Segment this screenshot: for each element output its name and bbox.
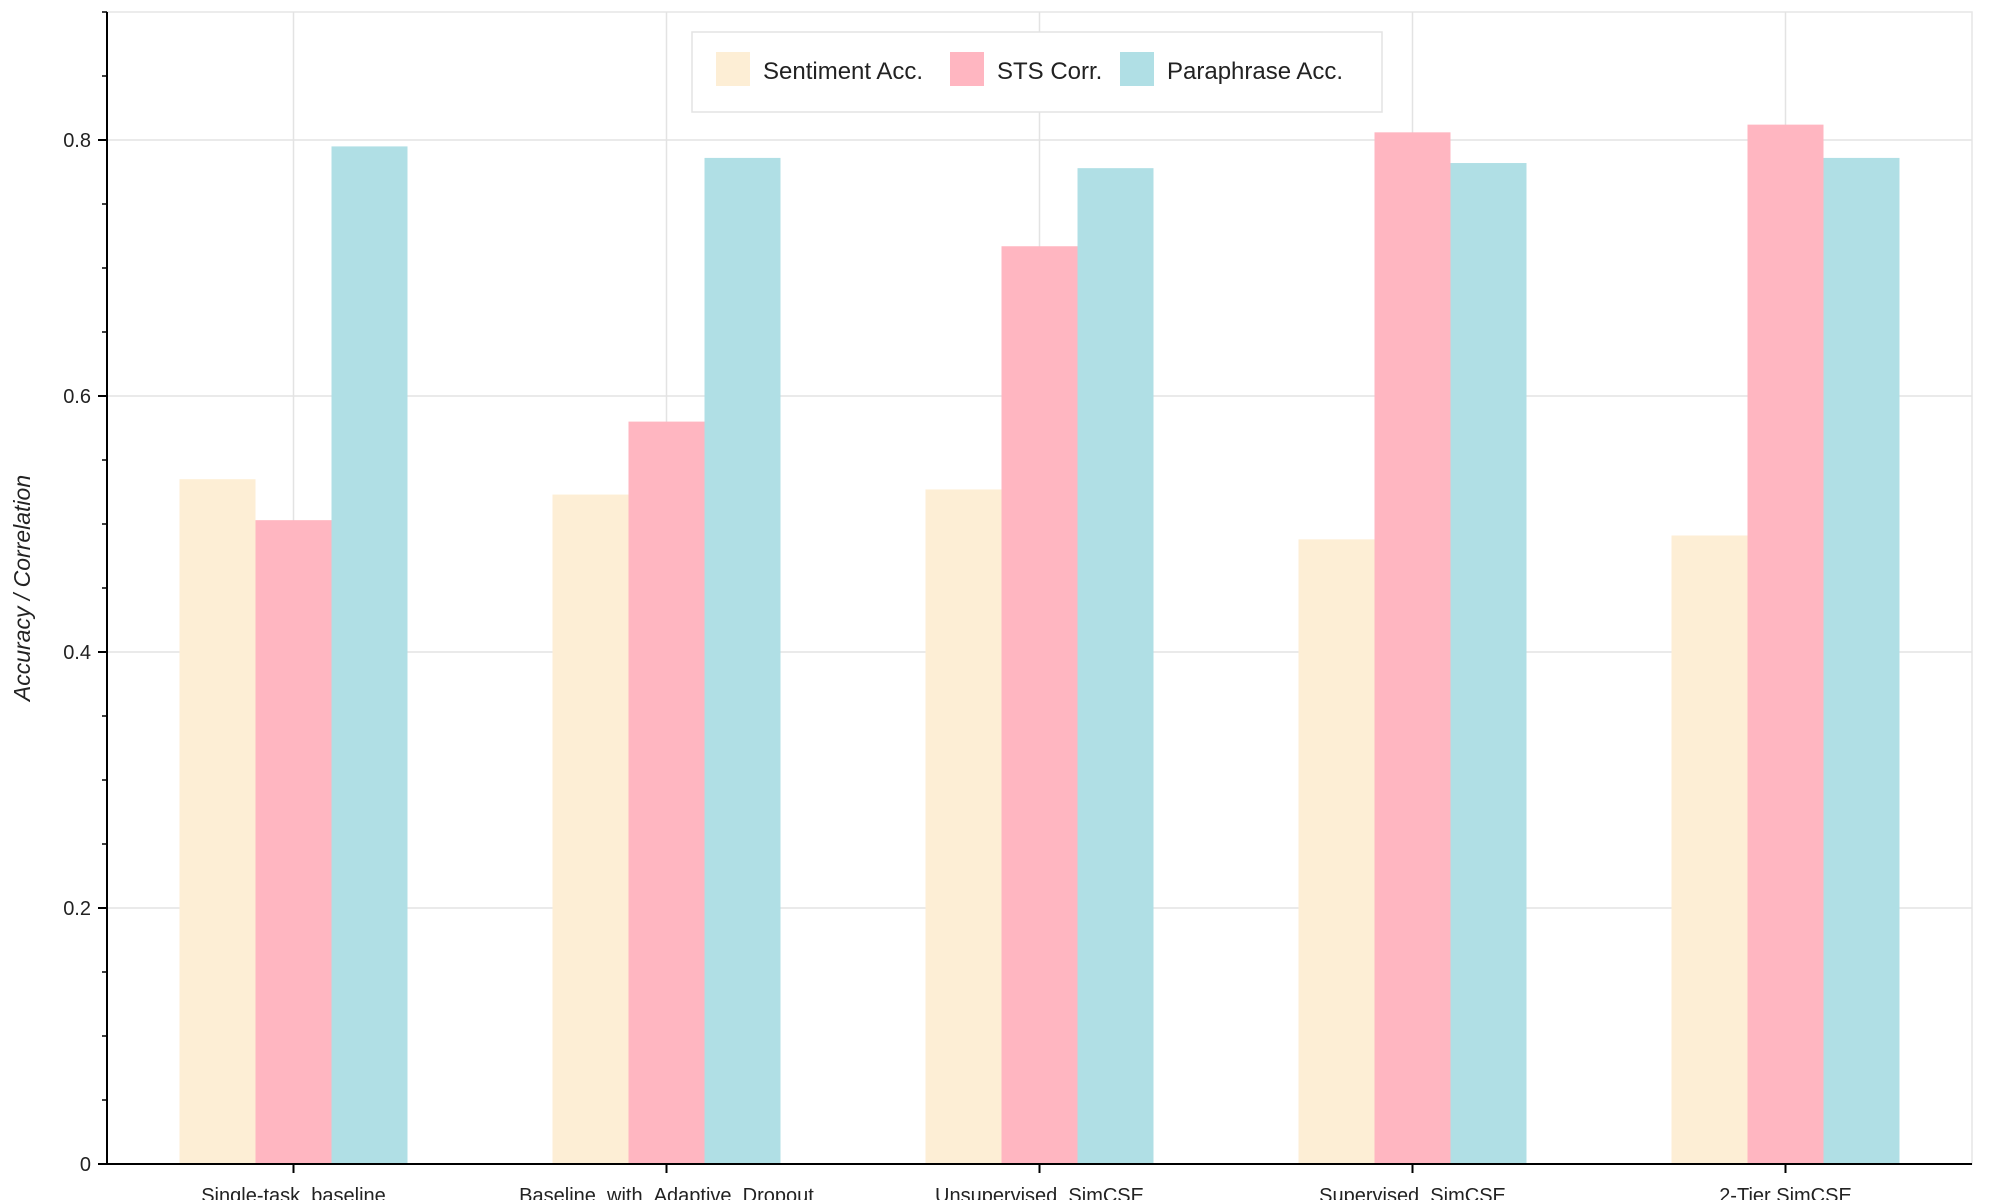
bar-sentiment-acc-1	[179, 479, 256, 1164]
axes	[98, 11, 1972, 1173]
bar-paraphrase-acc-2	[704, 157, 781, 1165]
legend-label-paraphrase-acc: Paraphrase Acc.	[1167, 58, 1343, 85]
bars	[179, 124, 1900, 1165]
y-tick-label: 0.6	[63, 386, 91, 408]
legend-swatch-paraphrase-acc	[1120, 52, 1154, 86]
legend: Sentiment Acc. STS Corr. Paraphrase Acc.	[691, 31, 1383, 113]
bar-paraphrase-acc-3	[1077, 168, 1154, 1164]
legend-box	[691, 31, 1383, 113]
y-tick-label: 0	[80, 1154, 91, 1176]
bar-sentiment-acc-2	[552, 494, 629, 1164]
bar-paraphrase-acc-4	[1450, 163, 1527, 1165]
y-tick-label: 0.8	[63, 130, 91, 152]
bar-paraphrase-acc-5	[1823, 157, 1900, 1165]
y-tick-label: 0.4	[63, 642, 91, 664]
bar-sts-corr-1	[255, 520, 332, 1164]
bar-sentiment-acc-4	[1298, 539, 1375, 1164]
x-tick-label: Single-task_baseline	[201, 1185, 386, 1200]
bar-sts-corr-3	[1001, 246, 1078, 1165]
bar-paraphrase-acc-1	[331, 146, 408, 1164]
legend-label-sentiment-acc: Sentiment Acc.	[763, 58, 923, 85]
x-tick-label: Baseline_with_Adaptive_Dropout	[519, 1185, 814, 1200]
y-tick-label: 0.2	[63, 898, 91, 920]
legend-swatch-sentiment-acc	[716, 52, 750, 86]
legend-label-sts-corr: STS Corr.	[997, 58, 1102, 85]
bar-sentiment-acc-3	[925, 489, 1002, 1164]
bar-sts-corr-2	[628, 421, 705, 1165]
x-tick-label: 2-Tier SimCSE	[1719, 1185, 1852, 1200]
tick-labels: 0 0.2 0.4 0.6 0.8 Single-task_baseline Baselin…	[63, 130, 1852, 1200]
x-tick-label: Unsupervised_SimCSE	[935, 1185, 1144, 1200]
y-axis-label: Accuracy / Correlation	[9, 475, 35, 703]
bar-sts-corr-4	[1374, 132, 1451, 1164]
legend-swatch-sts-corr	[950, 52, 984, 86]
bar-sts-corr-5	[1747, 124, 1824, 1164]
x-tick-label: Supervised_SimCSE	[1319, 1185, 1506, 1200]
bar-sentiment-acc-5	[1671, 535, 1748, 1164]
